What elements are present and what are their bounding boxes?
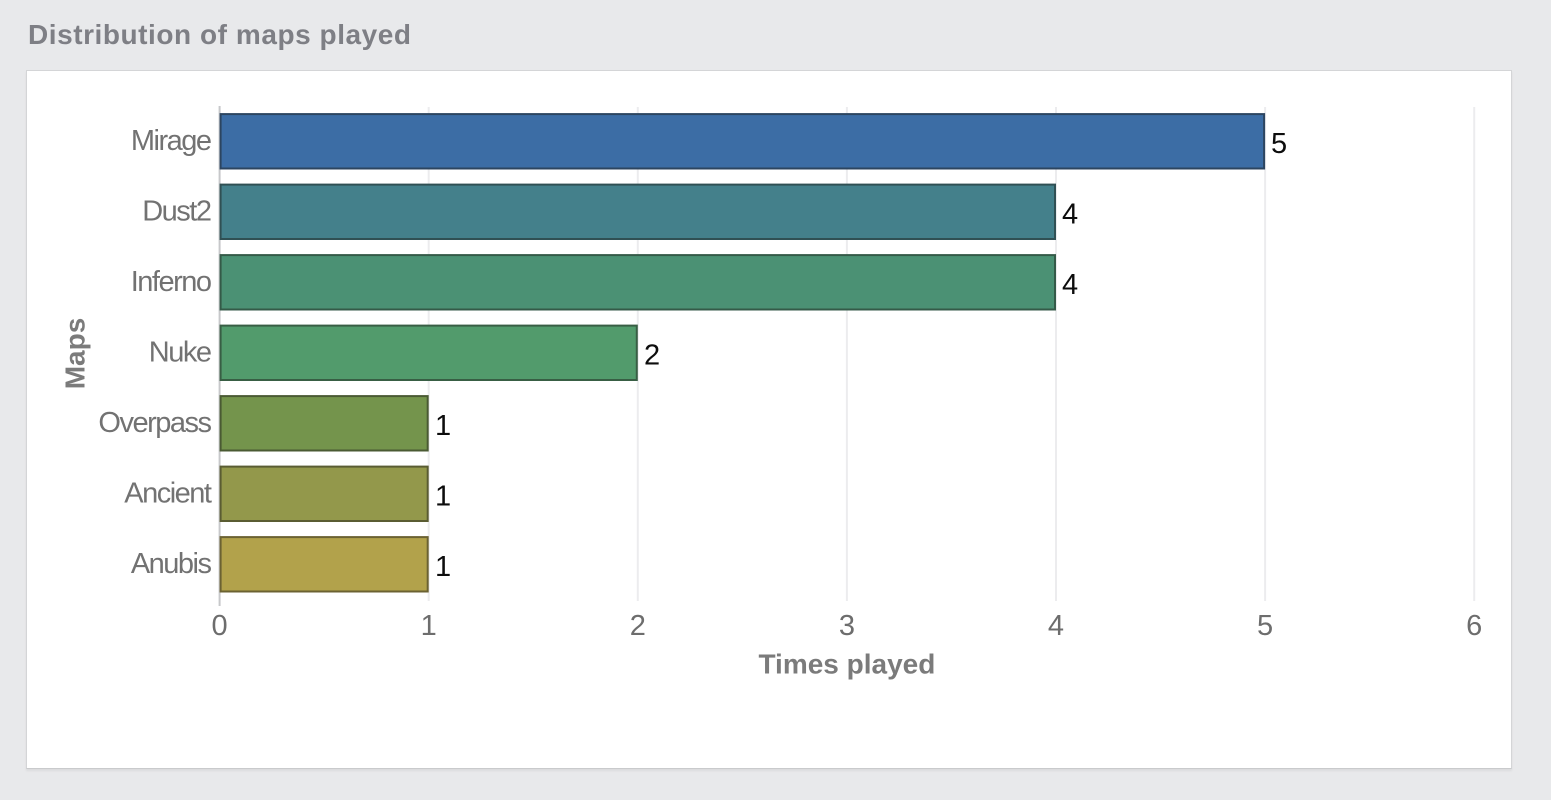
svg-text:5: 5 <box>1257 610 1273 642</box>
svg-text:1: 1 <box>435 481 451 513</box>
svg-text:3: 3 <box>839 610 855 642</box>
svg-text:2: 2 <box>630 610 646 642</box>
svg-text:Overpass: Overpass <box>98 407 211 439</box>
svg-text:1: 1 <box>435 551 451 583</box>
svg-text:Mirage: Mirage <box>131 125 211 157</box>
svg-text:Anubis: Anubis <box>131 548 212 580</box>
svg-text:4: 4 <box>1062 199 1078 231</box>
svg-text:Times played: Times played <box>758 649 935 680</box>
svg-text:6: 6 <box>1466 610 1482 642</box>
svg-text:4: 4 <box>1048 610 1064 642</box>
svg-text:1: 1 <box>421 610 437 642</box>
svg-text:0: 0 <box>212 610 228 642</box>
svg-text:Maps: Maps <box>60 318 91 390</box>
svg-text:Ancient: Ancient <box>124 478 212 510</box>
svg-text:Inferno: Inferno <box>131 266 211 298</box>
svg-text:4: 4 <box>1062 269 1078 301</box>
svg-text:Dust2: Dust2 <box>142 196 211 228</box>
svg-text:1: 1 <box>435 410 451 442</box>
svg-text:Nuke: Nuke <box>149 337 211 369</box>
svg-text:2: 2 <box>644 340 660 372</box>
svg-text:5: 5 <box>1271 128 1287 160</box>
